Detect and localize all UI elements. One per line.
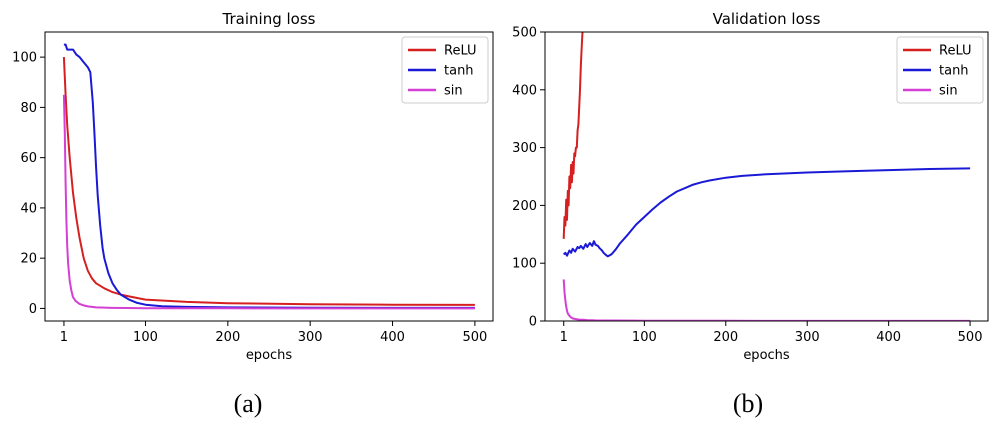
- series-line-relu: [62, 57, 475, 306]
- chart-title: Training loss: [222, 10, 316, 28]
- y-tick-label: 0: [29, 302, 37, 317]
- y-tick-label: 400: [512, 83, 537, 98]
- plot-frame: [544, 31, 989, 322]
- x-tick-label: 1: [60, 330, 68, 345]
- x-axis-label: epochs: [246, 348, 293, 363]
- legend-box: [896, 36, 984, 104]
- legend-label-tanh: tanh: [939, 64, 969, 79]
- y-tick-label: 60: [20, 151, 37, 166]
- caption-a: (a): [234, 389, 263, 418]
- legend-label-tanh: tanh: [444, 64, 474, 79]
- series-line-relu: [562, 32, 584, 239]
- x-tick-label: 200: [215, 330, 240, 345]
- legend-label-relu: ReLU: [444, 44, 477, 59]
- x-tick-label: 500: [462, 330, 487, 345]
- x-tick-label: 100: [632, 330, 657, 345]
- y-tick-label: 0: [529, 315, 537, 330]
- plot-frame: [44, 31, 494, 322]
- y-tick-label: 80: [20, 101, 37, 116]
- chart-training-loss: Training loss 1 100 200 300 400 500 0 20 40 60 80 10…: [12, 10, 494, 363]
- x-tick-label: 400: [380, 330, 405, 345]
- x-tick-label: 1: [560, 330, 568, 345]
- x-tick-label: 300: [298, 330, 323, 345]
- y-tick-label: 500: [512, 26, 537, 41]
- y-tick-label: 200: [512, 199, 537, 214]
- x-tick-label: 500: [958, 330, 983, 345]
- legend: ReLU tanh sin: [896, 36, 984, 104]
- caption-b: (b): [733, 389, 763, 418]
- legend-label-sin: sin: [444, 84, 463, 99]
- series-line-tanh: [562, 167, 971, 258]
- x-tick-label: 200: [713, 330, 738, 345]
- chart-title: Validation loss: [713, 10, 821, 28]
- y-tick-label: 100: [512, 257, 537, 272]
- x-tick-label: 400: [876, 330, 901, 345]
- y-tick-label: 300: [512, 141, 537, 156]
- series-line-sin: [62, 94, 475, 310]
- chart-validation-loss: Validation loss 1 100 200 300 400 500 0 100 200 30…: [512, 10, 989, 363]
- y-tick-label: 40: [20, 201, 37, 216]
- legend-box: [401, 36, 489, 104]
- legend-label-sin: sin: [939, 84, 958, 99]
- x-tick-label: 100: [133, 330, 158, 345]
- legend-label-relu: ReLU: [939, 44, 972, 59]
- x-tick-label: 300: [795, 330, 820, 345]
- series-line-sin: [562, 279, 971, 321]
- series-line-tanh: [63, 43, 475, 309]
- y-tick-label: 20: [20, 252, 37, 267]
- y-tick-label: 100: [12, 51, 37, 66]
- legend: ReLU tanh sin: [401, 36, 489, 104]
- x-axis-label: epochs: [743, 348, 790, 363]
